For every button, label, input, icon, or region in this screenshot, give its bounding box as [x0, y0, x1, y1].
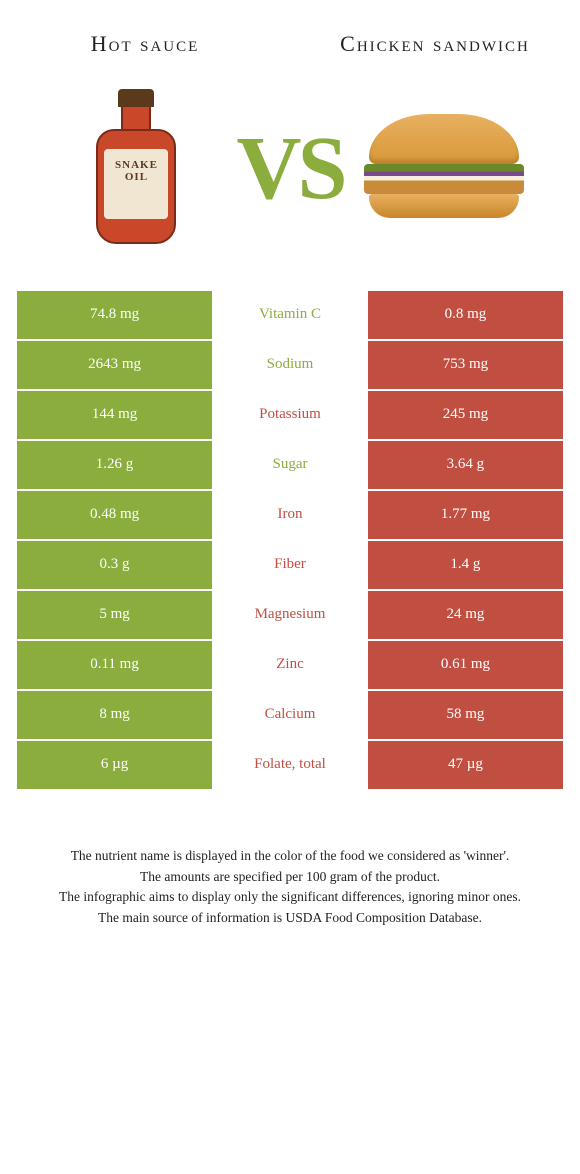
footer-line: The main source of information is USDA F…: [30, 908, 550, 929]
right-value-cell: 24 mg: [368, 591, 563, 639]
right-value-cell: 3.64 g: [368, 441, 563, 489]
footer-notes: The nutrient name is displayed in the co…: [0, 791, 580, 950]
nutrient-name-cell: Folate, total: [214, 741, 366, 789]
right-value-cell: 47 µg: [368, 741, 563, 789]
left-value-cell: 0.11 mg: [17, 641, 212, 689]
left-value-cell: 8 mg: [17, 691, 212, 739]
table-row: 0.11 mgZinc0.61 mg: [17, 641, 563, 689]
right-food-title: Chicken sandwich: [290, 0, 580, 69]
right-food-image: [359, 84, 529, 254]
table-row: 8 mgCalcium58 mg: [17, 691, 563, 739]
right-value-cell: 1.4 g: [368, 541, 563, 589]
chicken-sandwich-icon: [359, 114, 529, 224]
right-value-cell: 58 mg: [368, 691, 563, 739]
left-food-title: Hot sauce: [0, 0, 290, 69]
title-row: Hot sauce Chicken sandwich: [0, 0, 580, 69]
left-value-cell: 6 µg: [17, 741, 212, 789]
left-value-cell: 74.8 mg: [17, 291, 212, 339]
bottle-brand-label: SNAKE OIL: [104, 159, 168, 183]
nutrient-name-cell: Magnesium: [214, 591, 366, 639]
nutrient-name-cell: Fiber: [214, 541, 366, 589]
footer-line: The infographic aims to display only the…: [30, 887, 550, 908]
footer-line: The amounts are specified per 100 gram o…: [30, 867, 550, 888]
nutrient-name-cell: Iron: [214, 491, 366, 539]
vs-label: VS: [236, 117, 343, 220]
left-value-cell: 1.26 g: [17, 441, 212, 489]
right-value-cell: 0.8 mg: [368, 291, 563, 339]
nutrient-name-cell: Potassium: [214, 391, 366, 439]
images-row: SNAKE OIL VS: [0, 69, 580, 289]
right-value-cell: 1.77 mg: [368, 491, 563, 539]
nutrient-name-cell: Calcium: [214, 691, 366, 739]
nutrient-name-cell: Sugar: [214, 441, 366, 489]
table-row: 74.8 mgVitamin C0.8 mg: [17, 291, 563, 339]
nutrient-name-cell: Sodium: [214, 341, 366, 389]
table-row: 0.48 mgIron1.77 mg: [17, 491, 563, 539]
left-food-image: SNAKE OIL: [51, 84, 221, 254]
left-value-cell: 0.48 mg: [17, 491, 212, 539]
nutrient-name-cell: Vitamin C: [214, 291, 366, 339]
table-row: 2643 mgSodium753 mg: [17, 341, 563, 389]
left-value-cell: 2643 mg: [17, 341, 212, 389]
table-row: 144 mgPotassium245 mg: [17, 391, 563, 439]
footer-line: The nutrient name is displayed in the co…: [30, 846, 550, 867]
left-value-cell: 0.3 g: [17, 541, 212, 589]
table-row: 5 mgMagnesium24 mg: [17, 591, 563, 639]
hot-sauce-bottle-icon: SNAKE OIL: [91, 89, 181, 249]
table-row: 1.26 gSugar3.64 g: [17, 441, 563, 489]
table-row: 0.3 gFiber1.4 g: [17, 541, 563, 589]
right-value-cell: 245 mg: [368, 391, 563, 439]
left-value-cell: 5 mg: [17, 591, 212, 639]
right-value-cell: 753 mg: [368, 341, 563, 389]
table-row: 6 µgFolate, total47 µg: [17, 741, 563, 789]
nutrient-name-cell: Zinc: [214, 641, 366, 689]
left-value-cell: 144 mg: [17, 391, 212, 439]
nutrition-table: 74.8 mgVitamin C0.8 mg2643 mgSodium753 m…: [15, 289, 565, 791]
right-value-cell: 0.61 mg: [368, 641, 563, 689]
infographic-container: Hot sauce Chicken sandwich SNAKE OIL VS: [0, 0, 580, 949]
